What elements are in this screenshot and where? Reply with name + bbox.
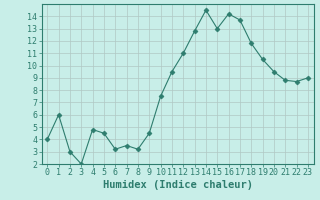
X-axis label: Humidex (Indice chaleur): Humidex (Indice chaleur) xyxy=(103,180,252,190)
